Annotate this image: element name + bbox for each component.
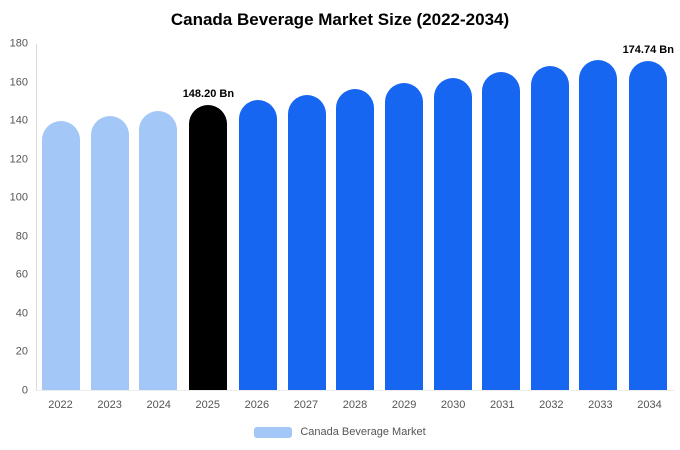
legend-swatch [254, 426, 293, 438]
x-tick-label: 2028 [342, 399, 368, 411]
y-tick-label: 180 [9, 37, 28, 50]
x-tick-label: 2025 [195, 399, 221, 411]
y-tick-label: 120 [9, 153, 28, 166]
bar-series: 148.20 Bn 174.74 Bn [37, 44, 674, 390]
x-tick-label: 2031 [490, 399, 515, 411]
bar-slot: 148.20 Bn [183, 44, 234, 390]
chart-title: Canada Beverage Market Size (2022-2034) [170, 10, 510, 29]
bar-2030[interactable] [433, 77, 472, 390]
bar-2022[interactable] [42, 120, 81, 390]
bar-2034[interactable] [629, 61, 668, 390]
bar-2033[interactable] [579, 60, 618, 390]
bar-slot [331, 44, 380, 390]
y-tick-label: 40 [15, 307, 28, 320]
bar-2031[interactable] [482, 72, 521, 390]
bar-2027[interactable] [287, 94, 326, 390]
legend-item-canada-beverage-market[interactable]: Canada Beverage Market [254, 426, 426, 438]
x-tick-label: 2026 [244, 399, 270, 411]
bar-2032[interactable] [530, 66, 569, 390]
x-axis: 2022 2023 2024 2025 2026 2027 2028 2029 2030 2031… [36, 399, 674, 411]
x-tick-label: 2034 [637, 399, 662, 411]
bar-2029[interactable] [385, 83, 424, 390]
bar-2026[interactable] [239, 99, 278, 390]
bar-2028[interactable] [336, 88, 375, 390]
x-tick-label: 2024 [146, 399, 171, 411]
x-tick-label: 2022 [48, 399, 73, 411]
x-tick-label: 2029 [391, 399, 417, 411]
y-tick-label: 0 [21, 384, 28, 397]
bar-slot [283, 44, 332, 390]
bar-slot [525, 44, 574, 390]
y-tick-label: 140 [9, 114, 28, 127]
bar-slot [428, 44, 477, 390]
y-tick-label: 20 [15, 345, 28, 358]
bar-2025[interactable] [189, 105, 228, 390]
plot-area: 148.20 Bn 174.74 Bn [36, 44, 674, 391]
bar-value-label: 174.74 Bn [622, 44, 674, 56]
bar-slot [380, 44, 429, 390]
legend-label: Canada Beverage Market [300, 426, 426, 438]
bar-slot [477, 44, 526, 390]
bar-slot: 174.74 Bn [623, 44, 674, 390]
legend: Canada Beverage Market [0, 426, 680, 438]
x-tick-label: 2032 [539, 399, 564, 411]
x-tick-label: 2027 [293, 399, 319, 411]
bar-slot [234, 44, 283, 390]
y-axis: 0 20 40 60 80 100 120 140 160 180 [0, 38, 30, 396]
x-tick-label: 2023 [97, 399, 122, 411]
y-tick-label: 160 [9, 76, 28, 89]
bar-2023[interactable] [90, 115, 129, 390]
bar-value-label: 148.20 Bn [182, 88, 235, 101]
y-tick-label: 60 [15, 268, 28, 281]
x-tick-label: 2030 [440, 399, 466, 411]
x-tick-label: 2033 [588, 399, 613, 411]
bar-slot [37, 44, 86, 390]
bar-slot [134, 44, 183, 390]
bar-slot [574, 44, 623, 390]
bar-2024[interactable] [139, 110, 178, 390]
bar-slot [86, 44, 135, 390]
y-tick-label: 80 [15, 230, 28, 243]
y-tick-label: 100 [9, 191, 28, 204]
